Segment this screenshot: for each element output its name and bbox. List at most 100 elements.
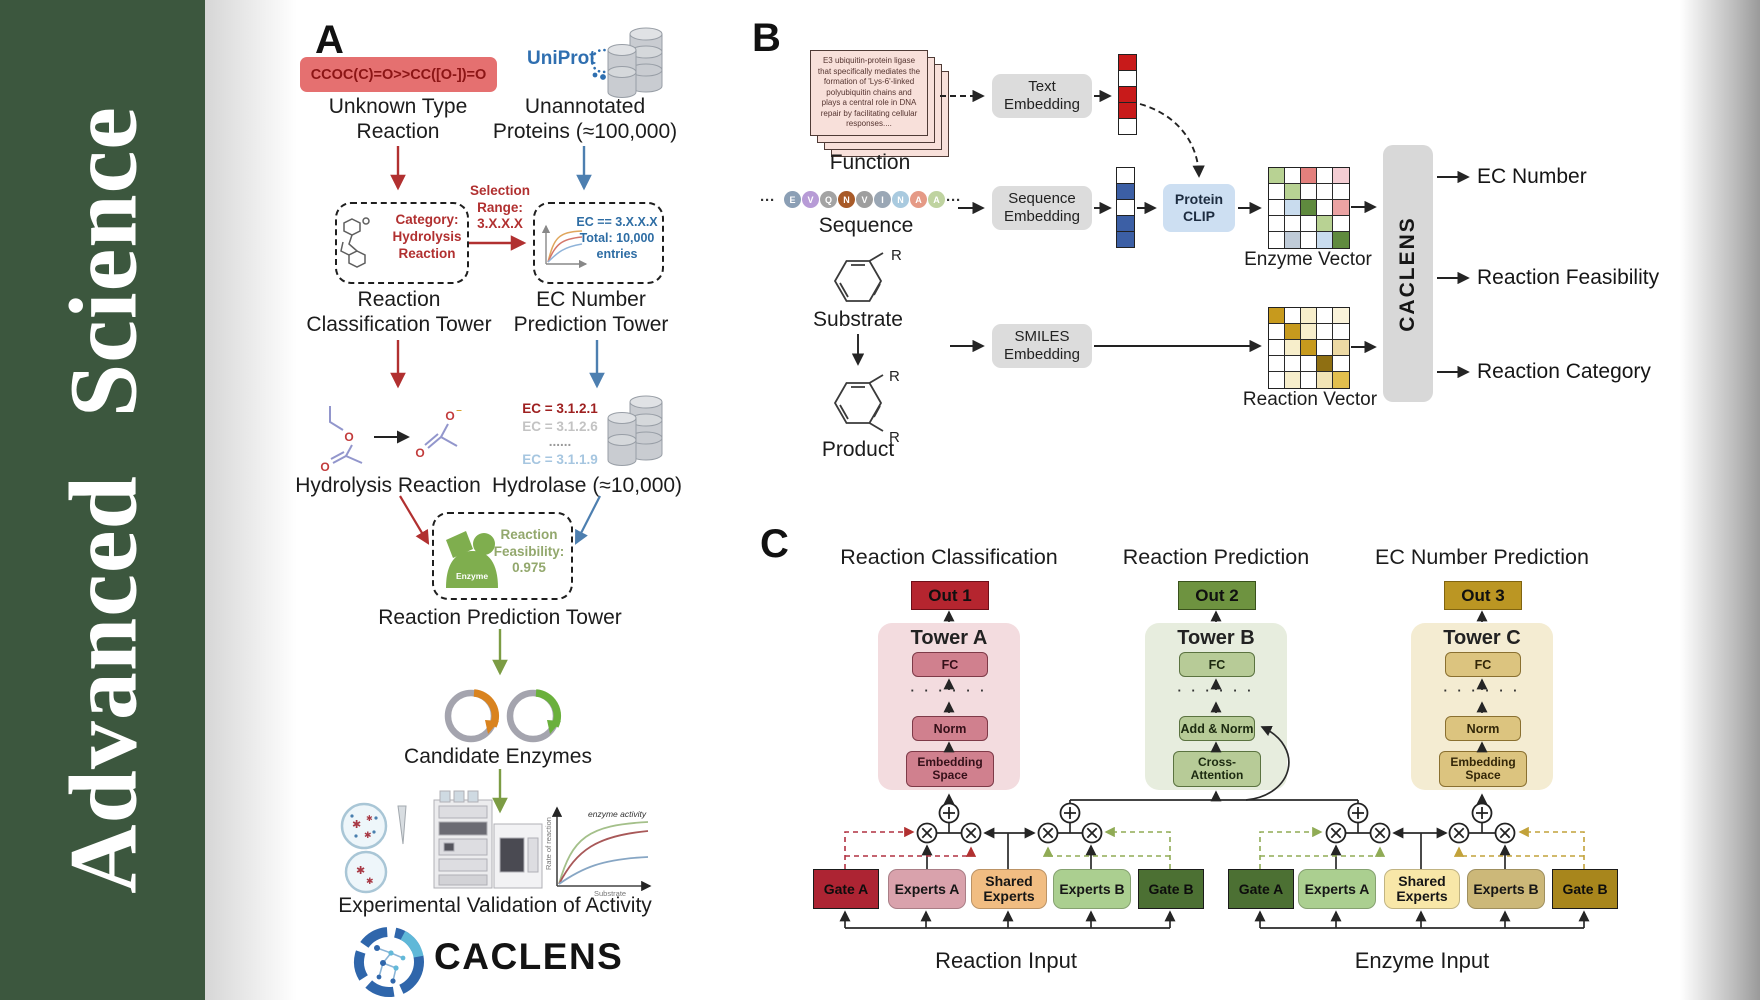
reaction-prediction-tower-label: Reaction Prediction Tower <box>378 606 622 629</box>
uniprot-logo-text: UniProt <box>527 48 596 69</box>
substrate-product-structures: R R R <box>833 247 902 446</box>
journal-sidebar: Advanced Science <box>0 0 205 1000</box>
vector-cell <box>1269 324 1285 340</box>
function-card: E3 ubiquitin-protein ligase that specifi… <box>810 50 928 136</box>
output-ec-number: EC Number <box>1477 165 1587 188</box>
tower-b-title: Tower B <box>1177 627 1255 649</box>
vector-cell <box>1117 232 1134 247</box>
page-shadow-right <box>1680 0 1760 1000</box>
journal-title: Advanced Science <box>47 106 158 894</box>
tower-a-panel: Tower A FC · · · · · · Norm Embedding Sp… <box>878 623 1020 790</box>
panel-b-arrows <box>851 89 1470 379</box>
vector-cell <box>1117 200 1134 216</box>
enzyme-vector-grid <box>1268 167 1350 249</box>
tower-c-title: Tower C <box>1443 627 1521 649</box>
amino-acid-circle: E <box>784 191 801 208</box>
enzyme-input-label: Enzyme Input <box>1354 948 1490 973</box>
database-icon <box>607 27 663 98</box>
product-node-icon <box>1081 822 1103 844</box>
amino-acid-circle: V <box>802 191 819 208</box>
selection-range-label: Selection Range: 3.X.X.X <box>469 183 531 231</box>
vector-cell <box>1119 55 1136 71</box>
sum-node-icon <box>1471 802 1493 824</box>
unknown-type-reaction-label: Unknown Type Reaction <box>328 95 468 143</box>
category-hydrolysis-label: Category: Hydrolysis Reaction <box>392 212 462 261</box>
vector-cell <box>1119 103 1136 119</box>
svg-text:✱: ✱ <box>356 865 365 877</box>
amino-acid-circle: I <box>874 191 891 208</box>
vector-cell <box>1317 200 1333 216</box>
vector-cell <box>1269 200 1285 216</box>
experimental-validation-label: Experimental Validation of Activity <box>338 894 652 917</box>
svg-text:✱: ✱ <box>366 876 374 886</box>
panel-c-gate-links <box>844 826 1585 869</box>
vector-cell <box>1333 232 1349 248</box>
unannotated-proteins-label: Unannotated Proteins (≈100,000) <box>492 95 678 143</box>
tower-b-panel: Tower B FC · · · · · · Add & Norm Cross-… <box>1145 623 1287 790</box>
panel-b-label: B <box>752 16 781 60</box>
enzyme-shared-experts: Shared Experts <box>1384 869 1460 909</box>
vector-cell <box>1301 340 1317 356</box>
tower-b-fc: FC <box>1179 652 1255 677</box>
vector-cell <box>1285 184 1301 200</box>
ec-item-3: EC = 3.1.1.9 <box>522 452 598 467</box>
hydrolase-label: Hydrolase (≈10,000) <box>491 474 683 497</box>
panel-c-label: C <box>760 522 789 566</box>
sequence-embedding-vector <box>1116 167 1135 248</box>
vector-cell <box>1333 356 1349 372</box>
tower-a-fc: FC <box>912 652 988 677</box>
reaction-prediction-title: Reaction Prediction <box>1122 545 1310 569</box>
vector-cell <box>1333 184 1349 200</box>
vector-cell <box>1333 340 1349 356</box>
enzyme-gate-b: Gate B <box>1552 869 1618 909</box>
vector-cell <box>1117 216 1134 232</box>
output-reaction-feasibility: Reaction Feasibility <box>1477 266 1660 289</box>
candidate-enzymes-label: Candidate Enzymes <box>404 745 592 768</box>
activity-plot: enzyme activity Rate of reaction Substra… <box>544 806 652 898</box>
svg-text:O: O <box>344 430 353 444</box>
amino-acid-circle: N <box>892 191 909 208</box>
vector-cell <box>1317 216 1333 232</box>
hydrolase-database-icon <box>607 395 663 466</box>
reaction-gate-b: Gate B <box>1138 869 1204 909</box>
product-node-icon <box>1448 822 1470 844</box>
product-node-icon <box>960 822 982 844</box>
enzyme-icon-label: Enzyme <box>455 571 489 581</box>
output-reaction-category: Reaction Category <box>1477 360 1651 383</box>
hplc-instrument-icon <box>433 790 543 889</box>
vector-cell <box>1317 340 1333 356</box>
hydrolysis-reaction-label: Hydrolysis Reaction <box>295 474 481 497</box>
vector-cell <box>1301 372 1317 388</box>
vector-cell <box>1269 372 1285 388</box>
vector-cell <box>1269 216 1285 232</box>
enzyme-vector-label: Enzyme Vector <box>1244 249 1372 270</box>
product-label: Product <box>821 438 895 461</box>
svg-text:O: O <box>415 446 424 460</box>
function-label: Function <box>829 151 911 174</box>
reaction-feasibility-dashed-box <box>432 512 573 600</box>
ec-total-label: EC == 3.X.X.X Total: 10,000 entries <box>576 215 658 261</box>
text-embedding-box: Text Embedding <box>992 74 1092 118</box>
vector-cell <box>1269 340 1285 356</box>
vector-cell <box>1301 200 1317 216</box>
vector-cell <box>1269 184 1285 200</box>
reaction-input-label: Reaction Input <box>935 948 1077 973</box>
caclens-logo-icon <box>354 927 424 997</box>
sequence-embedding-box: Sequence Embedding <box>992 186 1092 230</box>
panel-a-label: A <box>315 18 344 62</box>
svg-text:✱: ✱ <box>352 819 361 831</box>
sum-node-icon <box>1347 802 1369 824</box>
vector-cell <box>1269 232 1285 248</box>
tower-b-add-norm: Add & Norm <box>1179 716 1255 741</box>
svg-text:O: O <box>320 460 329 474</box>
reaction-vector-label: Reaction Vector <box>1242 389 1378 410</box>
tower-c-norm: Norm <box>1445 716 1521 741</box>
tower-b-dots: · · · · · · <box>1177 683 1255 698</box>
reaction-experts-b: Experts B <box>1053 869 1131 909</box>
sequence-ellipsis-left: ··· <box>760 192 775 209</box>
petri-dish-icons: ✱ ✱ ✱ ✱ ✱ <box>340 802 407 894</box>
vector-cell <box>1269 168 1285 184</box>
vector-cell <box>1301 168 1317 184</box>
